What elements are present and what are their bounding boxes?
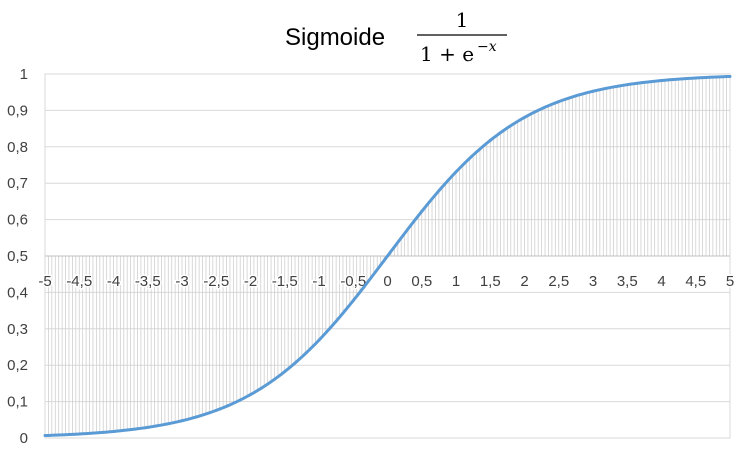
x-tick-label: 0 — [383, 273, 391, 290]
y-tick-label: 0,9 — [7, 102, 28, 119]
formula-exponent: −x — [477, 39, 497, 55]
data-point — [523, 115, 526, 119]
x-tick-label: -3 — [175, 273, 188, 290]
y-tick-label: 0,6 — [7, 212, 28, 229]
data-point — [591, 89, 595, 93]
data-point — [386, 254, 389, 258]
y-tick-label: 0,1 — [7, 394, 28, 411]
data-point — [454, 170, 458, 174]
data-point — [317, 338, 321, 342]
data-point — [488, 138, 492, 142]
y-tick-label: 0,4 — [7, 284, 28, 301]
x-tick-label: 1 — [452, 273, 460, 290]
x-tick-label: 1,5 — [480, 273, 501, 290]
data-point — [420, 209, 424, 213]
data-point — [112, 429, 115, 433]
series-layer — [43, 74, 732, 438]
x-tick-label: 4,5 — [685, 273, 706, 290]
x-tick-label: 3 — [589, 273, 597, 290]
y-tick-label: 0,2 — [7, 357, 28, 374]
x-tick-label: 2,5 — [548, 273, 569, 290]
data-point — [660, 79, 663, 83]
y-tick-label: 1 — [20, 66, 28, 83]
data-point — [43, 434, 47, 438]
x-tick-label: -2,5 — [203, 273, 229, 290]
y-tick-label: 0,5 — [7, 248, 28, 265]
y-tick-label: 0,7 — [7, 175, 28, 192]
x-axis-ticks: -5 -4,5 -4 -3,5 -3 -2,5 -2 -1,5 -1 -0,5 0 0,5 1 1,5 2 2… — [37, 272, 736, 292]
chart-title: Sigmoide — [285, 24, 385, 51]
data-point — [557, 100, 561, 104]
x-tick-label: -1 — [312, 273, 325, 290]
data-point — [351, 299, 355, 303]
x-tick-label: 2 — [520, 273, 528, 290]
x-tick-label: -4,5 — [66, 273, 92, 290]
x-tick-label: -2 — [244, 273, 257, 290]
x-tick-label: -5 — [38, 273, 51, 290]
x-tick-label: 3,5 — [617, 273, 638, 290]
data-point — [180, 419, 184, 423]
data-point — [214, 408, 218, 412]
x-tick-label: -0,5 — [340, 273, 366, 290]
x-tick-label: 5 — [726, 273, 734, 290]
x-tick-label: -1,5 — [272, 273, 298, 290]
x-tick-label: -3,5 — [135, 273, 161, 290]
y-axis-ticks: 0 0,1 0,2 0,3 0,4 0,5 0,6 0,7 0,8 0,9 1 — [7, 66, 28, 447]
y-tick-label: 0 — [20, 430, 28, 447]
data-point — [283, 370, 287, 374]
x-tick-label: 0,5 — [411, 273, 432, 290]
formula-denominator: 1 + e — [420, 42, 474, 66]
y-tick-label: 0,8 — [7, 139, 28, 156]
x-tick-label: -4 — [107, 273, 120, 290]
formula-numerator: 1 — [456, 8, 469, 32]
x-tick-label: 4 — [657, 273, 665, 290]
data-point — [77, 432, 81, 436]
data-point — [728, 74, 732, 78]
data-point — [694, 76, 698, 80]
data-point — [249, 393, 252, 397]
y-tick-label: 0,3 — [7, 321, 28, 338]
data-point — [625, 83, 629, 87]
data-point — [146, 425, 150, 429]
